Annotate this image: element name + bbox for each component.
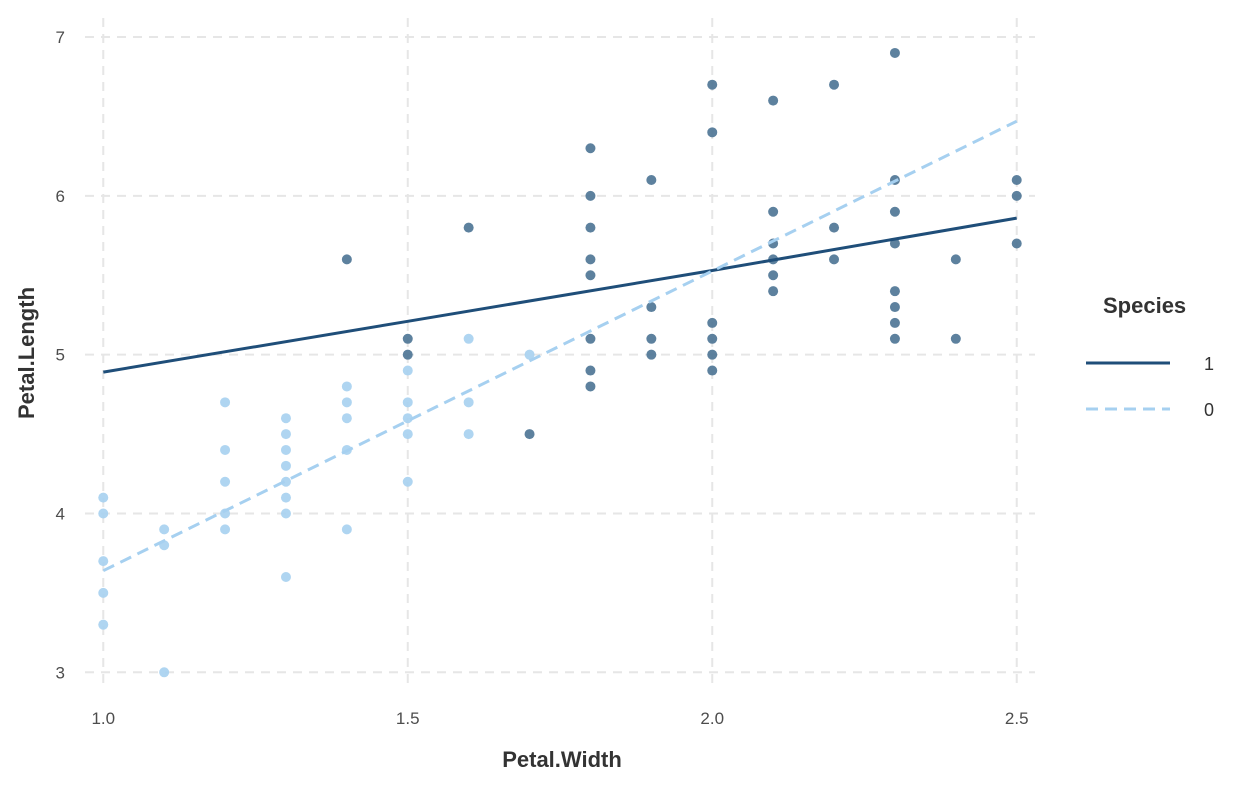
data-point-species-1 — [585, 222, 596, 233]
y-tick-label: 6 — [56, 187, 65, 206]
data-point-species-0 — [341, 381, 352, 392]
data-point-species-1 — [1011, 174, 1022, 185]
y-tick-label: 4 — [56, 504, 65, 523]
data-point-species-1 — [707, 333, 718, 344]
y-tick-label: 3 — [56, 663, 65, 682]
data-point-species-1 — [585, 190, 596, 201]
data-point-species-1 — [889, 47, 900, 58]
data-point-species-0 — [402, 429, 413, 440]
data-point-species-0 — [98, 619, 109, 630]
data-point-species-1 — [585, 381, 596, 392]
data-point-species-1 — [585, 254, 596, 265]
data-point-species-0 — [220, 476, 231, 487]
data-point-species-0 — [220, 397, 231, 408]
data-point-species-0 — [280, 492, 291, 503]
data-point-species-0 — [402, 476, 413, 487]
data-point-species-1 — [707, 127, 718, 138]
data-point-species-0 — [341, 413, 352, 424]
data-points — [98, 47, 1022, 678]
data-point-species-1 — [829, 254, 840, 265]
fit-line-species-1 — [103, 216, 1017, 374]
legend: Species 1 0 — [1086, 293, 1214, 420]
data-point-species-0 — [341, 397, 352, 408]
data-point-species-1 — [707, 349, 718, 360]
data-point-species-1 — [707, 317, 718, 328]
x-tick-label: 1.0 — [91, 709, 115, 728]
data-point-species-0 — [402, 397, 413, 408]
data-point-species-1 — [829, 79, 840, 90]
data-point-species-1 — [1011, 238, 1022, 249]
data-point-species-0 — [341, 524, 352, 535]
data-point-species-0 — [280, 444, 291, 455]
data-point-species-1 — [889, 206, 900, 217]
data-point-species-1 — [646, 174, 657, 185]
data-point-species-1 — [889, 238, 900, 249]
data-point-species-0 — [463, 429, 474, 440]
fit-line-species-0 — [102, 119, 1018, 573]
legend-title: Species — [1103, 293, 1186, 318]
data-point-species-0 — [280, 460, 291, 471]
data-point-species-1 — [707, 365, 718, 376]
data-point-species-1 — [341, 254, 352, 265]
data-point-species-1 — [889, 302, 900, 313]
data-point-species-0 — [280, 476, 291, 487]
x-tick-label: 2.5 — [1005, 709, 1029, 728]
data-point-species-0 — [98, 492, 109, 503]
x-tick-label: 1.5 — [396, 709, 420, 728]
data-point-species-1 — [768, 286, 779, 297]
data-point-species-1 — [646, 333, 657, 344]
data-point-species-1 — [950, 254, 961, 265]
data-point-species-1 — [585, 270, 596, 281]
data-point-species-1 — [829, 222, 840, 233]
data-point-species-0 — [280, 508, 291, 519]
data-point-species-0 — [220, 524, 231, 535]
data-point-species-1 — [585, 365, 596, 376]
legend-label-0: 0 — [1204, 400, 1214, 420]
x-tick-label: 2.0 — [700, 709, 724, 728]
data-point-species-1 — [768, 270, 779, 281]
data-point-species-0 — [280, 572, 291, 583]
data-point-species-1 — [646, 302, 657, 313]
data-point-species-0 — [402, 365, 413, 376]
data-point-species-0 — [220, 444, 231, 455]
data-point-species-1 — [1011, 190, 1022, 201]
data-point-species-0 — [402, 413, 413, 424]
data-point-species-1 — [768, 95, 779, 106]
data-point-species-1 — [585, 143, 596, 154]
data-point-species-1 — [889, 286, 900, 297]
data-point-species-1 — [524, 429, 535, 440]
data-point-species-1 — [646, 349, 657, 360]
tick-labels: 3 4 5 6 7 1.0 1.5 2.0 2.5 — [56, 28, 1029, 728]
y-tick-label: 7 — [56, 28, 65, 47]
data-point-species-0 — [280, 413, 291, 424]
legend-label-1: 1 — [1204, 354, 1214, 374]
data-point-species-1 — [402, 349, 413, 360]
data-point-species-1 — [585, 333, 596, 344]
data-point-species-0 — [463, 397, 474, 408]
data-point-species-1 — [889, 333, 900, 344]
fit-lines — [102, 119, 1018, 573]
y-axis-title: Petal.Length — [14, 287, 39, 419]
data-point-species-0 — [159, 667, 170, 678]
data-point-species-0 — [98, 556, 109, 567]
data-point-species-1 — [463, 222, 474, 233]
data-point-species-0 — [280, 429, 291, 440]
data-point-species-1 — [707, 79, 718, 90]
grid-lines — [85, 18, 1035, 685]
data-point-species-0 — [98, 508, 109, 519]
y-tick-label: 5 — [56, 346, 65, 365]
data-point-species-1 — [889, 317, 900, 328]
data-point-species-0 — [159, 524, 170, 535]
data-point-species-1 — [768, 206, 779, 217]
x-axis-title: Petal.Width — [502, 747, 622, 772]
data-point-species-0 — [524, 349, 535, 360]
data-point-species-0 — [98, 587, 109, 598]
data-point-species-1 — [950, 333, 961, 344]
data-point-species-0 — [463, 333, 474, 344]
data-point-species-1 — [402, 333, 413, 344]
